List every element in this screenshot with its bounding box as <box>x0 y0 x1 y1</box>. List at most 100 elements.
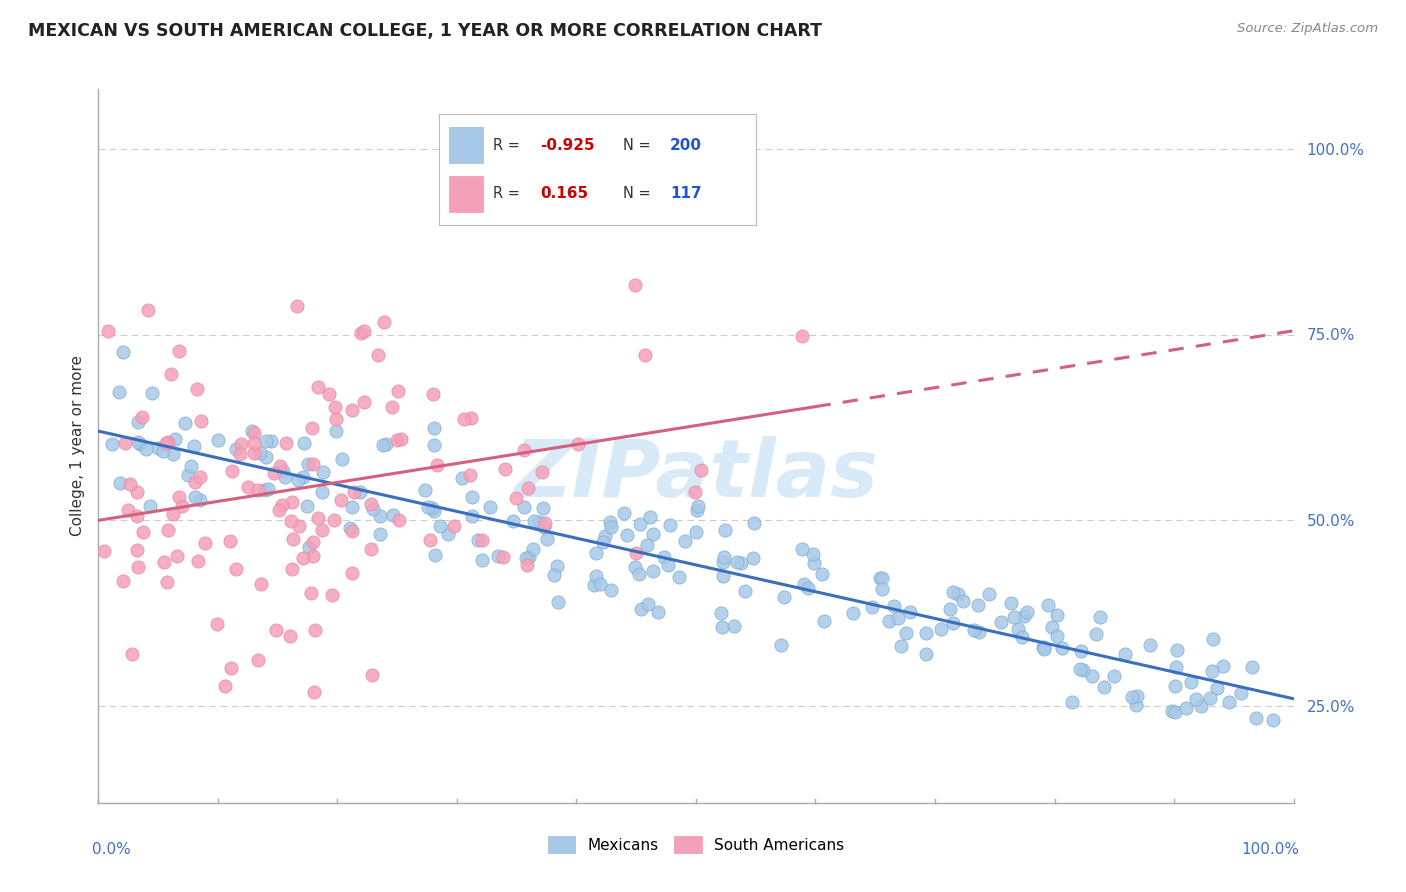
Point <box>641 527 664 541</box>
Point <box>238 480 260 494</box>
Point <box>281 562 304 576</box>
Point <box>186 382 208 396</box>
Point <box>330 452 353 467</box>
Point <box>301 421 323 435</box>
Point <box>276 435 298 450</box>
Point <box>1164 705 1187 719</box>
Point <box>419 533 441 548</box>
Point <box>592 535 614 549</box>
Point <box>267 503 290 517</box>
Point <box>637 597 659 611</box>
Point <box>1045 629 1067 643</box>
Point <box>423 549 446 563</box>
Point <box>243 426 266 441</box>
Point <box>160 368 183 382</box>
Point <box>1080 669 1102 683</box>
Point <box>162 446 184 460</box>
Point <box>1199 690 1222 705</box>
Point <box>517 550 540 565</box>
Point <box>322 513 344 527</box>
Point <box>97 324 120 338</box>
Point <box>458 468 481 483</box>
Point <box>1202 632 1225 647</box>
Point <box>132 525 155 540</box>
Point <box>165 432 187 446</box>
Point <box>176 468 198 483</box>
Point <box>307 511 329 525</box>
Point <box>418 500 440 514</box>
Point <box>1045 608 1067 623</box>
Point <box>1164 680 1187 694</box>
Point <box>127 484 149 499</box>
Point <box>426 458 449 472</box>
Point <box>111 344 134 359</box>
Point <box>1007 622 1029 636</box>
Point <box>492 550 515 565</box>
Point <box>1092 680 1115 694</box>
Point <box>311 523 333 537</box>
Point <box>240 424 263 438</box>
Point <box>254 450 277 465</box>
Point <box>1161 705 1184 719</box>
Point <box>647 605 669 619</box>
Point <box>522 541 544 556</box>
Point <box>257 482 280 496</box>
Point <box>225 562 247 576</box>
Point <box>451 471 474 485</box>
Point <box>173 416 195 430</box>
Point <box>624 560 647 574</box>
Point <box>423 504 446 518</box>
Point <box>929 622 952 636</box>
Point <box>630 602 652 616</box>
Text: 0.0%: 0.0% <box>93 842 131 857</box>
Point <box>135 442 157 456</box>
Point <box>683 484 706 499</box>
Point <box>1069 661 1091 675</box>
Point <box>502 514 524 528</box>
Point <box>349 485 371 500</box>
Point <box>494 462 516 476</box>
Point <box>967 625 990 640</box>
Point <box>350 326 373 340</box>
Point <box>742 516 765 531</box>
Point <box>229 437 252 451</box>
Point <box>790 541 813 556</box>
Text: ZIPatlas: ZIPatlas <box>513 435 879 514</box>
Point <box>1212 659 1234 673</box>
Point <box>797 581 820 595</box>
Point <box>1084 627 1107 641</box>
Point <box>361 502 384 516</box>
Point <box>253 483 276 498</box>
Point <box>516 558 538 573</box>
Point <box>170 500 193 514</box>
Point <box>628 516 651 531</box>
Point <box>638 509 661 524</box>
Point <box>302 457 325 471</box>
Point <box>688 500 710 514</box>
Point <box>801 547 824 561</box>
Point <box>325 425 347 439</box>
Point <box>531 500 554 515</box>
Point <box>583 578 606 592</box>
Point <box>242 446 264 460</box>
Point <box>382 508 405 523</box>
Point <box>657 558 679 573</box>
Point <box>1121 690 1143 705</box>
Point <box>1241 660 1264 674</box>
Point <box>368 526 391 541</box>
Point <box>312 465 335 479</box>
Point <box>1175 701 1198 715</box>
Point <box>792 328 814 343</box>
Point <box>1032 642 1054 657</box>
Point <box>939 602 962 616</box>
Point <box>641 564 664 578</box>
Text: MEXICAN VS SOUTH AMERICAN COLLEGE, 1 YEAR OR MORE CORRELATION CHART: MEXICAN VS SOUTH AMERICAN COLLEGE, 1 YEA… <box>28 22 823 40</box>
Point <box>887 611 910 625</box>
Point <box>714 523 737 537</box>
Point <box>734 583 756 598</box>
Point <box>274 470 297 484</box>
Point <box>942 585 965 599</box>
Point <box>146 441 169 455</box>
Point <box>193 536 215 550</box>
Point <box>713 555 735 569</box>
